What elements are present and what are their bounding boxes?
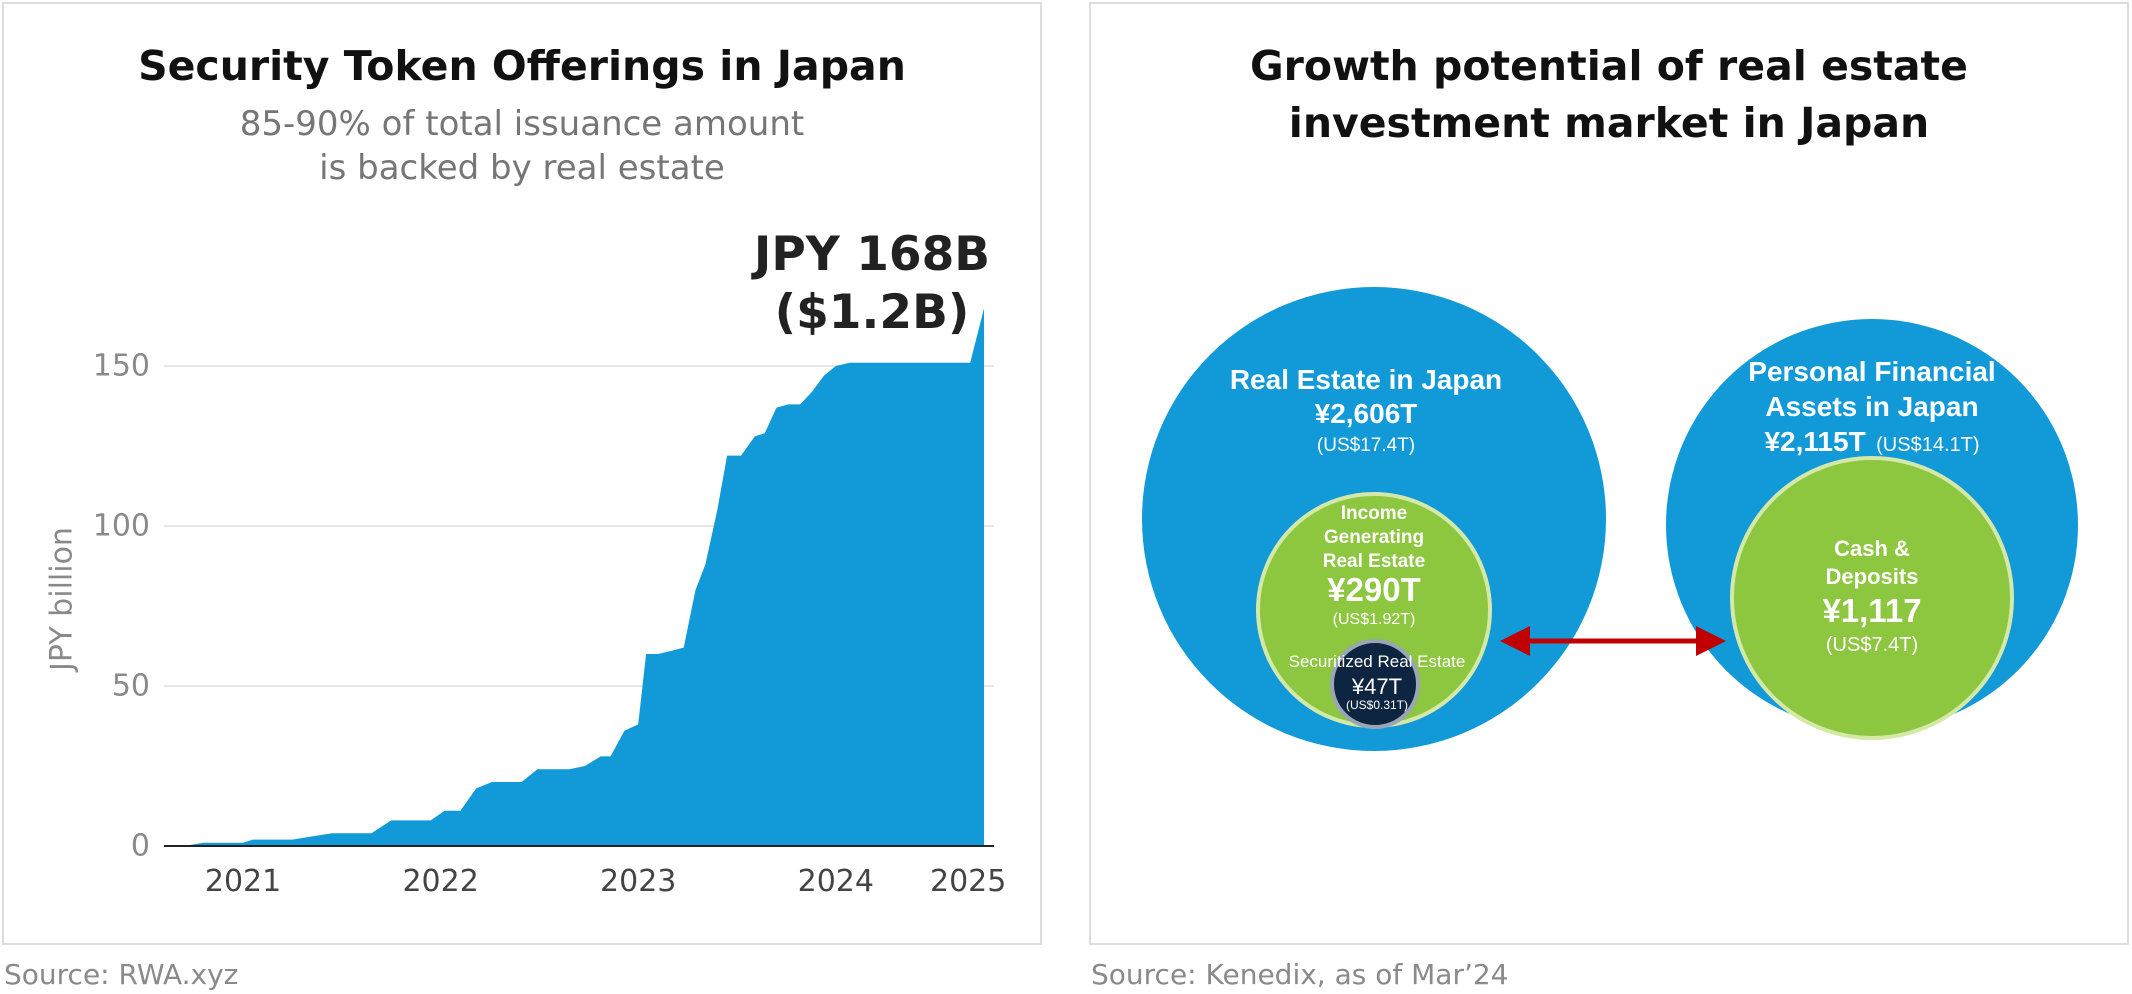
bubble-diagram: Real Estate in Japan ¥2,606T (US$17.4T) … (1142, 287, 2078, 751)
area-series (164, 308, 984, 846)
re-japan-value: ¥2,606T (1315, 398, 1418, 429)
pfa-line1: Personal Financial (1748, 356, 1995, 387)
x-tick-label: 2022 (402, 864, 479, 899)
diagram-title-line2: investment market in Japan (1288, 99, 1930, 147)
chart-subtitle-line1: 85-90% of total issuance amount (239, 104, 805, 144)
diagram-title-line1: Growth potential of real estate (1250, 42, 1968, 90)
income-re-line1: Income (1341, 503, 1408, 524)
pfa-value-line: ¥2,115T (US$14.1T) (1764, 426, 1979, 457)
re-japan-label: Real Estate in Japan (1230, 364, 1502, 395)
cash-deposits-circle (1730, 456, 2014, 740)
y-tick-label: 150 (92, 348, 150, 384)
securitized-circle (1330, 639, 1420, 729)
area-chart (164, 308, 994, 847)
securitized-label: Securitized Real Estate (1289, 652, 1466, 671)
market-diagram-panel: Growth potential of real estate investme… (1089, 2, 2129, 945)
total-callout-usd: ($1.2B) (774, 285, 970, 340)
right-source: Source: Kenedix, as of Mar’24 (1091, 958, 1509, 991)
x-tick-label: 2025 (930, 864, 1007, 899)
securitized-usd: (US$0.31T) (1346, 698, 1408, 712)
cash-line1: Cash & (1834, 536, 1910, 561)
cash-usd: (US$7.4T) (1826, 634, 1918, 656)
income-re-line3: Real Estate (1323, 551, 1425, 572)
cash-value: ¥1,117 (1822, 592, 1921, 629)
pfa-line2: Assets in Japan (1765, 391, 1978, 422)
chart-title: Security Token Offerings in Japan (138, 42, 906, 90)
x-tick-label: 2024 (797, 864, 874, 899)
pfa-usd: (US$14.1T) (1876, 434, 1979, 456)
sto-chart-panel: Security Token Offerings in Japan 85-90%… (2, 2, 1042, 945)
re-japan-usd: (US$17.4T) (1317, 435, 1415, 456)
total-callout: JPY 168B ($1.2B) (722, 226, 1022, 342)
total-callout-jpy: JPY 168B (753, 227, 991, 282)
y-tick-label: 0 (130, 828, 150, 864)
y-tick-label: 100 (92, 508, 150, 544)
left-source: Source: RWA.xyz (4, 958, 239, 991)
income-re-value: ¥290T (1327, 571, 1421, 608)
chart-subtitle-line2: is backed by real estate (319, 148, 725, 188)
securitized-value: ¥47T (1351, 674, 1402, 699)
x-tick-label: 2021 (204, 864, 282, 899)
income-re-line2: Generating (1324, 527, 1424, 548)
income-re-usd: (US$1.92T) (1333, 611, 1416, 628)
y-tick-label: 50 (111, 668, 150, 704)
x-tick-label: 2023 (600, 864, 677, 899)
cash-line2: Deposits (1826, 564, 1919, 589)
pfa-value: ¥2,115T (1764, 426, 1865, 457)
